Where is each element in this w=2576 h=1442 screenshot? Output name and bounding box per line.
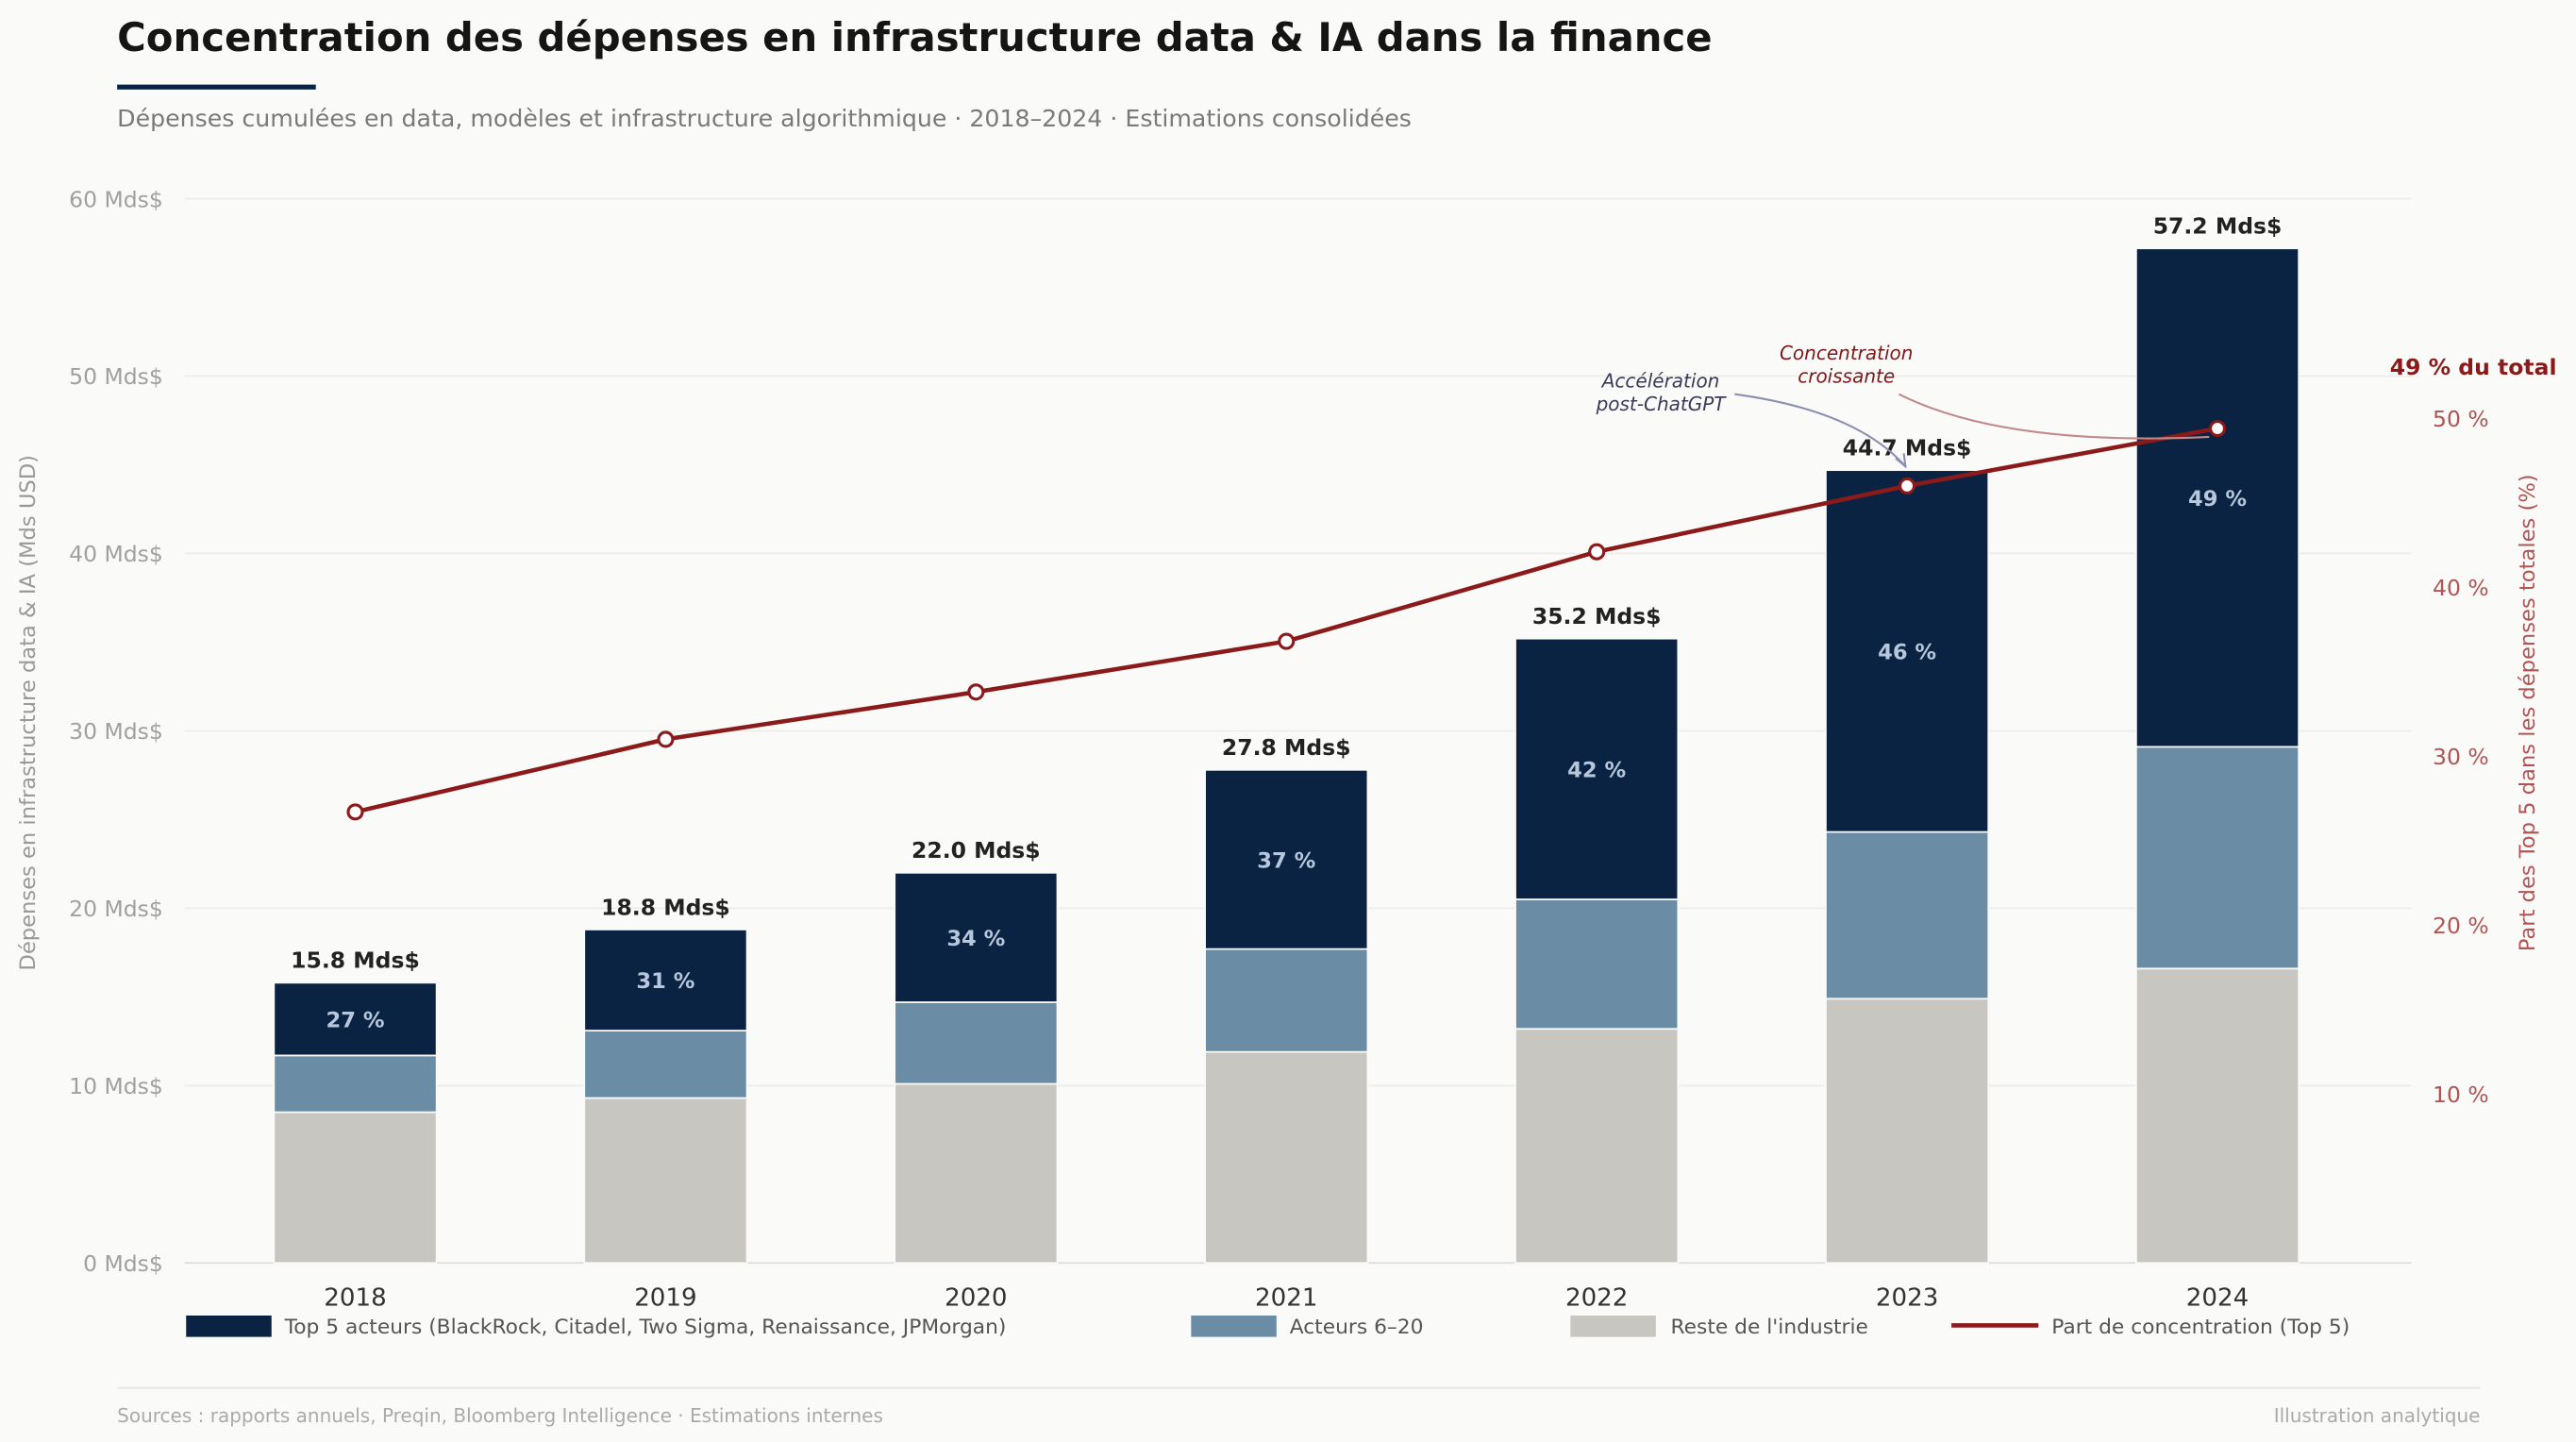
bar-total-label: 22.0 Mds$ [912,837,1041,864]
bar-segment-top5 [583,929,748,1031]
y-tick-label-right: 10 % [2433,1082,2489,1108]
y-axis-left: 0 Mds$ 10 Mds$ 20 Mds$ 30 Mds$ 40 Mds$ 50 Mds… [69,186,163,1277]
y-tick-label: 50 Mds$ [69,363,163,390]
legend-swatch [1191,1315,1277,1337]
y-axis-right: 10 % 20 % 30 % 40 % 50 % [2433,406,2489,1108]
x-tick-label: 2019 [634,1284,696,1313]
y-axis-label-left: Dépenses en infrastructure data & IA (Md… [16,455,41,971]
bar-total-label: 27.8 Mds$ [1222,734,1351,761]
y-tick-label: 0 Mds$ [83,1250,163,1277]
page-subtitle: Dépenses cumulées en data, modèles et in… [117,105,1412,132]
bar-total-label: 35.2 Mds$ [1532,603,1662,629]
annotation-concentration: Concentration croissante [1780,342,2210,440]
bar-segment-actors-6-20 [894,1001,1059,1085]
bar-segment-rest [1204,1050,1369,1265]
bar-total-label: 18.8 Mds$ [601,894,730,920]
line-point [657,730,675,748]
line-point [346,803,364,821]
annotation-text: post-ChatGPT [1596,393,1728,415]
bar-segment-actors-6-20 [273,1054,438,1114]
bar-total-label: 15.8 Mds$ [291,947,420,974]
line-point [1278,632,1296,650]
page-title: Concentration des dépenses en infrastruc… [117,14,1712,60]
concentration-line [346,419,2227,821]
line-point [2208,419,2227,438]
bar-segment-rest [273,1111,438,1265]
bar-total-label: 57.2 Mds$ [2153,213,2283,240]
x-tick-label: 2021 [1255,1284,1317,1313]
bar-segment-rest [1825,998,1990,1265]
footer-note: Illustration analytique [2274,1404,2481,1427]
bar-segment-top5 [1204,768,1369,950]
annotation-text: Accélération [1600,370,1720,393]
bar-share-label: 46 % [1878,641,1936,665]
bar-segment-rest [1514,1028,1680,1265]
bar-share-label: 37 % [1257,848,1315,873]
y-tick-label: 20 Mds$ [69,896,163,922]
bar-segment-top5 [1825,469,1990,833]
footer-sources: Sources : rapports annuels, Preqin, Bloo… [117,1404,883,1427]
legend-label: Part de concentration (Top 5) [2051,1316,2350,1339]
bar-segment-rest [894,1082,1059,1265]
bar-segment-top5 [894,871,1059,1003]
annotation-text: croissante [1798,364,1895,387]
y-tick-label: 30 Mds$ [69,718,163,745]
y-tick-label-right: 30 % [2433,744,2489,770]
bars: 27 % 15.8 Mds$ 31 % 18.8 Mds$ 34 % 22.0 Mds$ 3… [273,213,2300,1265]
legend-label: Reste de l'industrie [1670,1316,1867,1339]
legend-swatch [1570,1315,1656,1337]
line-point [1899,477,1916,495]
legend-label: Top 5 acteurs (BlackRock, Citadel, Two S… [284,1316,1007,1339]
annotation-acceleration: Accélération post-ChatGPT [1596,370,1907,469]
y-tick-label: 60 Mds$ [69,186,163,212]
line-point [1588,543,1606,561]
bar-share-label: 31 % [636,969,694,994]
legend-swatch [186,1315,272,1337]
bar-segment-actors-6-20 [1204,947,1369,1053]
y-tick-label: 40 Mds$ [69,541,163,567]
legend: Top 5 acteurs (BlackRock, Citadel, Two S… [186,1315,2350,1339]
x-tick-label: 2024 [2186,1284,2249,1313]
bar-share-label: 27 % [326,1009,384,1033]
bar-segment-rest [583,1097,748,1265]
annotation-total-share: 49 % du total [2390,354,2557,380]
y-axis-label-right: Part des Top 5 dans les dépenses totales… [2516,474,2540,951]
bar-share-label: 49 % [2188,487,2247,511]
y-tick-label-right: 50 % [2433,406,2489,432]
bar-total-label: 44.7 Mds$ [1843,434,1972,461]
annotation-arrow [1898,393,2210,440]
bar-share-label: 42 % [1567,759,1626,783]
bar-segment-top5 [2135,247,2300,748]
x-tick-label: 2020 [945,1284,1007,1313]
y-tick-label-right: 40 % [2433,575,2489,601]
legend-label: Acteurs 6–20 [1290,1316,1424,1339]
bar-segment-actors-6-20 [1514,898,1680,1031]
bar-segment-actors-6-20 [1825,830,1990,1000]
x-axis: 2018 2019 2020 2021 2022 2023 2024 [324,1284,2249,1313]
bar-segment-top5 [273,981,438,1057]
arrow-head-icon [1895,453,1907,469]
annotation-text: Concentration [1780,342,1913,364]
bar-segment-actors-6-20 [2135,746,2300,970]
y-tick-label-right: 20 % [2433,913,2489,939]
y-tick-label: 10 Mds$ [69,1073,163,1099]
x-tick-label: 2022 [1565,1284,1628,1313]
x-tick-label: 2023 [1876,1284,1938,1313]
annotation-arrow [1734,393,1907,467]
x-tick-label: 2018 [324,1284,386,1313]
bar-segment-rest [2135,967,2300,1265]
bar-segment-top5 [1514,637,1680,900]
bar-segment-actors-6-20 [583,1030,748,1099]
bar-share-label: 34 % [946,927,1005,951]
line-point [967,683,985,701]
